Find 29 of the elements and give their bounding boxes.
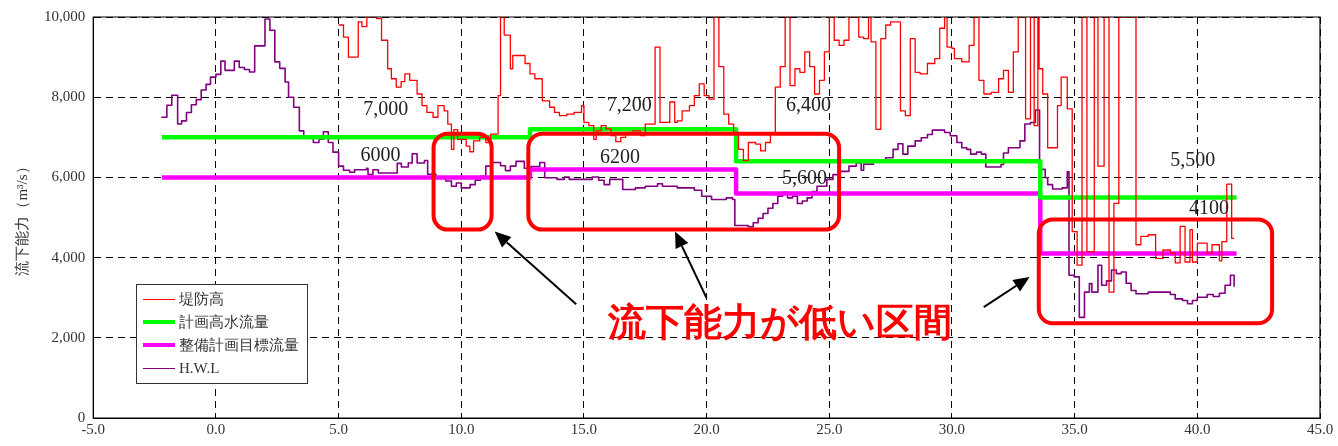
x-tick-label: 20.0 — [693, 420, 720, 437]
x-tick-label: 5.0 — [329, 420, 348, 437]
x-tick-label: 40.0 — [1184, 420, 1211, 437]
x-tick-label: 45.0 — [1306, 420, 1334, 437]
y-tick-label: 10,000 — [44, 7, 86, 24]
y-tick-label: 0 — [77, 408, 86, 425]
y-tick-label: 4,000 — [51, 248, 86, 265]
legend-label: H.W.L — [179, 359, 220, 378]
x-tick-label: 25.0 — [816, 420, 843, 437]
legend-label: 整備計画目標流量 — [179, 336, 300, 355]
legend-label: 計画高水流量 — [179, 313, 270, 332]
x-tick-label: 15.0 — [570, 420, 598, 437]
y-tick-label: 2,000 — [51, 328, 86, 345]
annotation: 6000 — [360, 143, 401, 166]
x-tick-label: 0.0 — [206, 420, 226, 437]
annotation: 7,000 — [363, 96, 409, 119]
y-tick-label: 6,000 — [51, 168, 86, 185]
annotation: 流下能力が低い区間 — [606, 300, 952, 345]
y-axis-title: 流下能力（m³/s） — [13, 159, 30, 276]
x-tick-label: 10.0 — [448, 420, 475, 437]
y-tick-label: 8,000 — [51, 88, 86, 105]
legend-label: 堤防高 — [179, 290, 225, 309]
annotation: 5,600 — [781, 166, 827, 189]
x-tick-label: 30.0 — [938, 420, 966, 437]
annotation: 5,500 — [1170, 148, 1216, 171]
annotation: 7,200 — [606, 92, 652, 115]
annotation: 6,400 — [786, 92, 832, 115]
x-tick-label: 35.0 — [1061, 420, 1088, 437]
annotation: 6200 — [600, 145, 641, 168]
